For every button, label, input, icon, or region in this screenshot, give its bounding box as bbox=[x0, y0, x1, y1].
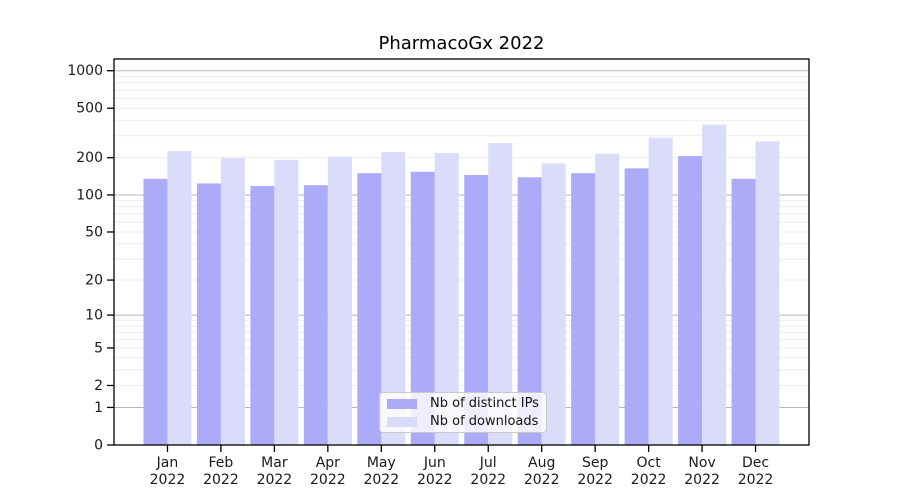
x-tick-label-year: 2022 bbox=[310, 472, 346, 488]
legend-swatch-distinct-ips bbox=[387, 398, 417, 409]
bar-distinct-ips bbox=[624, 168, 649, 445]
x-tick-label-month: Mar bbox=[261, 455, 288, 471]
y-tick-label: 1000 bbox=[67, 63, 103, 79]
y-tick-label: 20 bbox=[85, 273, 103, 289]
x-tick-label-month: Jul bbox=[479, 455, 497, 471]
bar-downloads bbox=[327, 156, 352, 445]
bar-distinct-ips bbox=[731, 178, 756, 445]
y-tick-label: 100 bbox=[76, 187, 103, 203]
y-tick-label: 10 bbox=[85, 308, 103, 324]
y-tick-label: 50 bbox=[85, 224, 103, 240]
legend: Nb of distinct IPs Nb of downloads bbox=[379, 392, 547, 433]
y-tick-label: 500 bbox=[76, 101, 103, 117]
bar-distinct-ips bbox=[143, 178, 168, 445]
legend-swatch-downloads bbox=[387, 416, 417, 427]
legend-item-distinct-ips: Nb of distinct IPs bbox=[387, 396, 539, 411]
x-tick-label-year: 2022 bbox=[577, 472, 613, 488]
x-tick-label-year: 2022 bbox=[150, 472, 186, 488]
x-tick-label-year: 2022 bbox=[363, 472, 399, 488]
bar-downloads bbox=[274, 159, 299, 445]
bar-downloads bbox=[755, 141, 780, 445]
x-tick-label-month: Feb bbox=[209, 455, 234, 471]
y-tick-label: 1 bbox=[94, 400, 103, 416]
legend-item-downloads: Nb of downloads bbox=[387, 414, 539, 429]
x-tick-label-month: Sep bbox=[582, 455, 609, 471]
bar-downloads bbox=[702, 124, 727, 445]
x-tick-label-year: 2022 bbox=[738, 472, 774, 488]
x-tick-label-year: 2022 bbox=[684, 472, 720, 488]
x-tick-label-month: Nov bbox=[688, 455, 715, 471]
x-tick-label-month: May bbox=[367, 455, 396, 471]
bar-distinct-ips bbox=[303, 185, 328, 445]
x-tick-label-month: Jan bbox=[156, 455, 179, 471]
x-tick-label-month: Oct bbox=[637, 455, 662, 471]
x-tick-label-month: Jun bbox=[423, 455, 446, 471]
chart-title: PharmacoGx 2022 bbox=[378, 33, 545, 54]
bar-downloads bbox=[648, 137, 673, 445]
x-tick-label-year: 2022 bbox=[257, 472, 293, 488]
x-tick-label-month: Dec bbox=[742, 455, 769, 471]
x-tick-label-month: Aug bbox=[528, 455, 555, 471]
x-tick-label-year: 2022 bbox=[470, 472, 506, 488]
bar-distinct-ips bbox=[250, 186, 275, 446]
bar-downloads bbox=[167, 151, 192, 445]
y-tick-label: 5 bbox=[94, 340, 103, 356]
bar-distinct-ips bbox=[357, 173, 382, 445]
x-tick-label-month: Apr bbox=[316, 455, 340, 471]
plot-frame bbox=[113, 58, 810, 446]
bar-downloads bbox=[595, 153, 620, 445]
x-tick-label-year: 2022 bbox=[417, 472, 453, 488]
x-tick-label-year: 2022 bbox=[524, 472, 560, 488]
bar-distinct-ips bbox=[571, 173, 596, 445]
bar-downloads bbox=[220, 158, 245, 445]
y-tick-label: 0 bbox=[94, 438, 103, 454]
legend-label-downloads: Nb of downloads bbox=[430, 414, 539, 429]
bar-distinct-ips bbox=[196, 183, 221, 445]
legend-label-distinct-ips: Nb of distinct IPs bbox=[430, 396, 539, 411]
y-tick-label: 2 bbox=[94, 378, 103, 394]
x-tick-label-year: 2022 bbox=[631, 472, 667, 488]
bar-distinct-ips bbox=[678, 156, 703, 445]
x-tick-label-year: 2022 bbox=[203, 472, 239, 488]
y-tick-label: 200 bbox=[76, 150, 103, 166]
